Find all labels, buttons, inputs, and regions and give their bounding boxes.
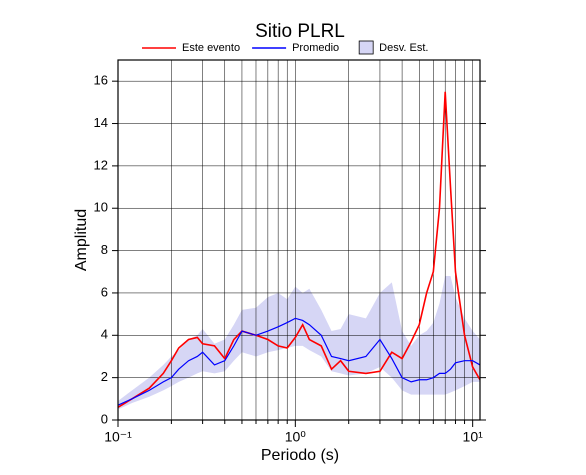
legend-label: Desv. Est. <box>379 42 428 54</box>
y-tick-label: 8 <box>101 242 108 257</box>
legend-swatch <box>358 40 374 55</box>
y-tick-label: 2 <box>101 369 108 384</box>
y-tick-label: 10 <box>94 200 108 215</box>
series-line <box>117 91 481 408</box>
y-tick-label: 0 <box>101 411 108 426</box>
series-line <box>117 317 481 406</box>
x-tick-label: 10⁻¹ <box>104 429 132 445</box>
legend-label: Este evento <box>182 42 240 54</box>
y-tick-label: 12 <box>94 157 108 172</box>
y-tick-label: 16 <box>94 73 108 88</box>
x-tick-label: 10¹ <box>463 429 484 445</box>
std-band <box>118 276 480 410</box>
y-tick-label: 4 <box>101 327 108 342</box>
y-tick-label: 14 <box>94 115 108 130</box>
x-tick-label: 10⁰ <box>285 429 307 445</box>
x-axis-label: Periodo (s) <box>261 447 339 464</box>
y-axis-label: Amplitud <box>73 209 90 271</box>
chart-title: Sitio PLRL <box>255 21 345 42</box>
plot-frame <box>117 59 481 421</box>
legend-label: Promedio <box>292 42 339 54</box>
y-tick-label: 6 <box>101 284 108 299</box>
